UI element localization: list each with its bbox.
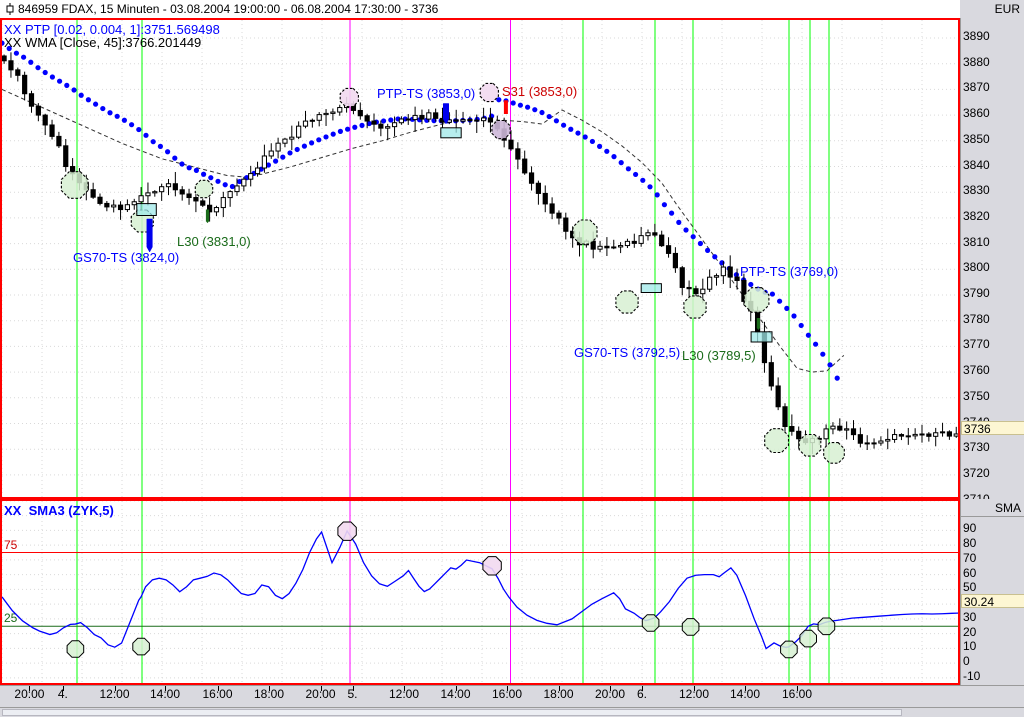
svg-text:75: 75 bbox=[4, 538, 18, 552]
